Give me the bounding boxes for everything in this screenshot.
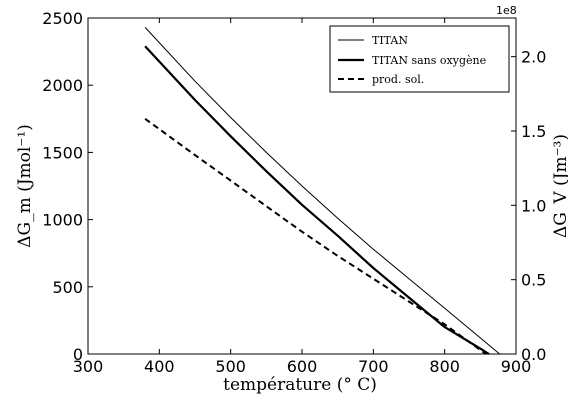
y-right-tick-label: 1.5 xyxy=(521,122,546,141)
y-tick-label: 1000 xyxy=(42,211,83,230)
legend-label-prod-sol: prod. sol. xyxy=(372,73,424,86)
series-line-1 xyxy=(144,45,490,355)
y-axis-ticks: 0 500 1000 1500 2000 2500 xyxy=(42,9,93,364)
y-right-tick-label: 1.0 xyxy=(521,196,546,215)
y-right-tick-label: 2.0 xyxy=(521,48,546,67)
y-right-tick-label: 0.5 xyxy=(521,271,546,290)
x-tick-label: 700 xyxy=(358,357,389,376)
y-axis-label: ΔG_m (Jmol⁻¹) xyxy=(15,124,35,248)
x-tick-label: 500 xyxy=(215,357,246,376)
legend: TITAN TITAN sans oxygène prod. sol. xyxy=(329,25,510,93)
x-axis-label: température (° C) xyxy=(223,375,377,395)
x-tick-label: 300 xyxy=(73,357,104,376)
legend-label-titan: TITAN xyxy=(372,34,408,47)
y-right-tick-label: 0.0 xyxy=(521,345,546,364)
x-axis-ticks: 300 400 500 600 700 800 900 xyxy=(73,18,532,376)
series-layer xyxy=(144,27,500,355)
y-right-axis-label: ΔG_V (Jm⁻³) xyxy=(551,134,568,238)
x-tick-label: 400 xyxy=(144,357,175,376)
x-tick-label: 800 xyxy=(429,357,460,376)
y-tick-label: 1500 xyxy=(42,143,83,162)
right-axis-multiplier: 1e8 xyxy=(496,4,517,17)
x-tick-label: 900 xyxy=(501,357,532,376)
y-right-axis-ticks: 0.0 0.5 1.0 1.5 2.0 xyxy=(511,48,546,364)
y-tick-label: 2500 xyxy=(42,9,83,28)
y-tick-label: 500 xyxy=(52,278,83,297)
legend-label-titan-sans-oxygene: TITAN sans oxygène xyxy=(372,54,486,67)
y-tick-label: 0 xyxy=(73,345,83,364)
series-line-0 xyxy=(144,27,500,355)
x-tick-label: 600 xyxy=(287,357,318,376)
y-tick-label: 2000 xyxy=(42,76,83,95)
series-line-2 xyxy=(144,117,487,355)
